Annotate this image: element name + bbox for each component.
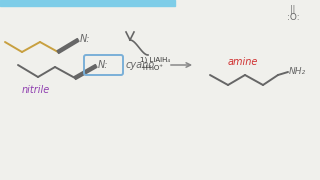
Text: nitrile: nitrile bbox=[22, 85, 50, 95]
Text: +H₃O⁺: +H₃O⁺ bbox=[140, 65, 163, 71]
Text: NH₂: NH₂ bbox=[289, 68, 306, 76]
Text: N:: N: bbox=[80, 34, 91, 44]
Text: cyano: cyano bbox=[126, 60, 155, 70]
Text: N:: N: bbox=[98, 60, 108, 70]
Bar bbox=[0, 0, 175, 6]
Text: 1) LiAlH₄: 1) LiAlH₄ bbox=[140, 57, 170, 63]
Text: amine: amine bbox=[228, 57, 258, 67]
Text: ||: || bbox=[290, 6, 296, 15]
Text: :O:: :O: bbox=[287, 12, 299, 21]
